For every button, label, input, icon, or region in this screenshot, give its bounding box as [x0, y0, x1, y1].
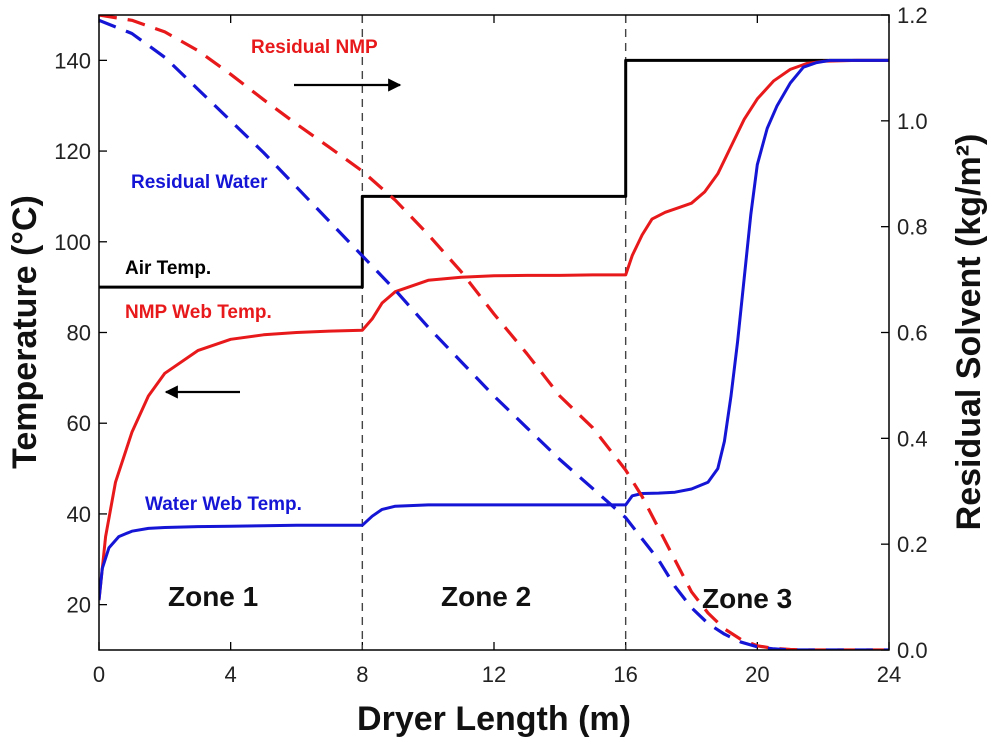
series-air-temp	[99, 58, 889, 289]
y-left-tick-label: 100	[54, 230, 91, 255]
y-axis-right-title: Residual Solvent (kg/m²)	[950, 134, 988, 531]
y-right-tick-label: 0.2	[897, 532, 928, 557]
label-water-web-temp: Water Web Temp.	[145, 494, 302, 515]
label-residual-water: Residual Water	[131, 172, 268, 193]
label-air-temp: Air Temp.	[125, 258, 211, 279]
y-left-tick-label: 60	[67, 411, 91, 436]
series-nmp-web-temp	[99, 58, 889, 601]
y-left-tick-label: 120	[54, 139, 91, 164]
label-residual-nmp: Residual NMP	[251, 37, 378, 58]
y-right-tick-label: 0.4	[897, 426, 928, 451]
y-right-tick-label: 0.0	[897, 638, 928, 663]
y-left-tick-label: 20	[67, 593, 91, 618]
label-zone-2: Zone 2	[441, 581, 531, 612]
y-right-tick-label: 1.2	[897, 3, 928, 28]
x-tick-label: 16	[613, 662, 637, 687]
x-tick-label: 12	[482, 662, 506, 687]
x-axis-title: Dryer Length (m)	[357, 700, 631, 738]
x-tick-label: 4	[225, 662, 237, 687]
y-left-tick-label: 80	[67, 321, 91, 346]
x-tick-label: 24	[877, 662, 901, 687]
label-zone-3: Zone 3	[702, 583, 792, 614]
label-zone-1: Zone 1	[168, 581, 258, 612]
label-nmp-web-temp: NMP Web Temp.	[125, 302, 272, 323]
x-tick-label: 8	[356, 662, 368, 687]
y-left-tick-label: 40	[67, 502, 91, 527]
series-residual-nmp	[99, 15, 889, 650]
x-tick-label: 0	[93, 662, 105, 687]
series-water-web-temp	[99, 58, 889, 601]
y-right-tick-label: 0.8	[897, 215, 928, 240]
y-left-tick-label: 140	[54, 48, 91, 73]
series-residual-water	[99, 18, 889, 650]
y-axis-left-title: Temperature (°C)	[6, 195, 44, 469]
y-right-tick-label: 0.6	[897, 321, 928, 346]
plot-area-frame	[98, 14, 890, 651]
x-tick-label: 20	[745, 662, 769, 687]
y-right-tick-label: 1.0	[897, 109, 928, 134]
